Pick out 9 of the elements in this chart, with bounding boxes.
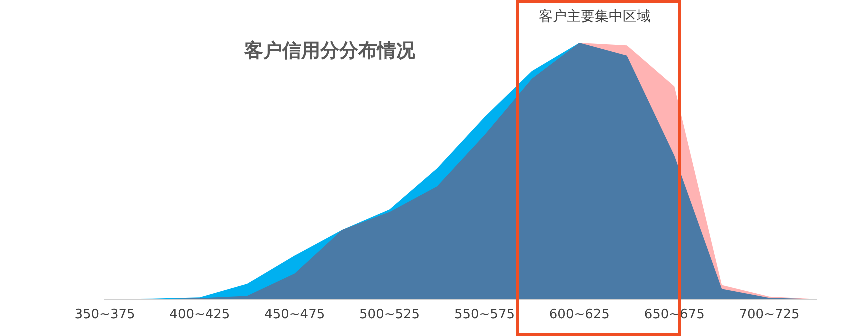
text: 客户主要集中区域 [538,8,652,26]
x-tick-label: 500~525 [360,308,420,323]
x-tick-label: 600~625 [549,308,610,323]
x-tick-label: 350~375 [74,308,136,323]
x-tick-label: 700~725 [739,308,800,323]
x-tick-label: 550~575 [454,308,515,323]
chart-title: 客户信用分分布情况 [243,39,416,64]
x-tick-label: 450~475 [264,308,326,323]
x-tick-label: 400~425 [170,308,230,323]
